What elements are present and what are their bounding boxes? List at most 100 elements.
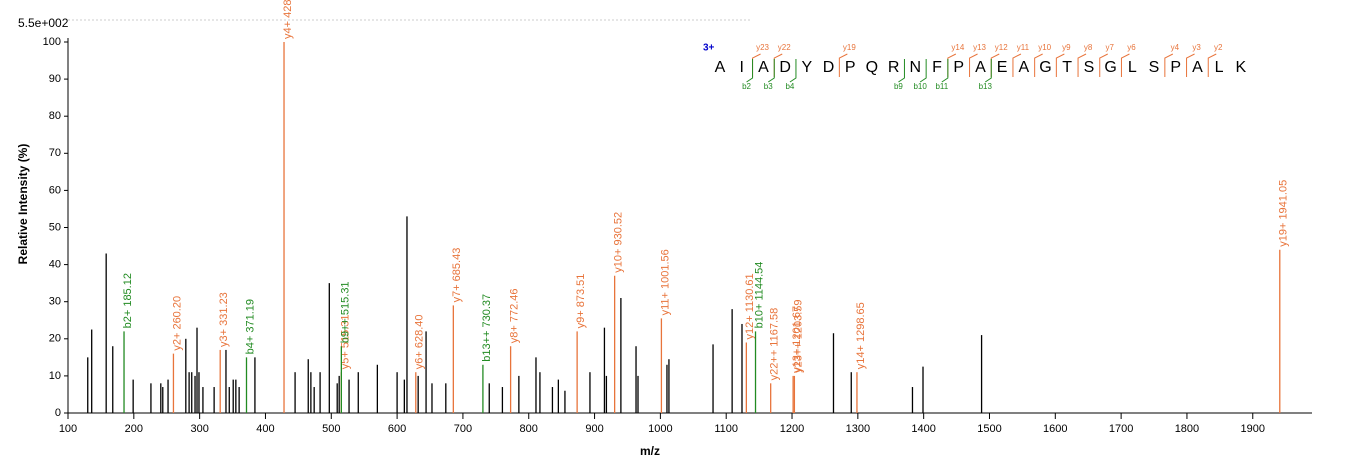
residue: P — [1170, 59, 1181, 76]
residue: K — [1235, 59, 1246, 76]
residue: D — [823, 59, 835, 76]
peak-label: y10+ 930.52 — [613, 212, 625, 273]
y-ion-label: y6 — [1127, 43, 1136, 52]
peak-label: y14+ 1298.65 — [855, 302, 867, 369]
peak-label: b4+ 371.19 — [244, 299, 256, 354]
y-ion-bracket — [969, 53, 978, 77]
peak-label: y6+ 628.40 — [414, 314, 426, 369]
peak-label: y23++ 1203.59 — [792, 299, 804, 372]
residue: A — [715, 59, 726, 76]
b-ion-label: b11 — [935, 82, 948, 91]
y-ion-label: y11 — [1017, 43, 1030, 52]
peak-label: b13++ 730.37 — [481, 294, 493, 362]
charge-state: 3+ — [703, 43, 715, 54]
b-ion-bracket — [941, 59, 949, 83]
x-tick-label: 700 — [454, 423, 472, 435]
residue: G — [1104, 59, 1116, 76]
scale-label: 5.5e+002 — [18, 16, 69, 30]
peak-label: y22++ 1167.58 — [769, 308, 781, 381]
residue: A — [758, 59, 769, 76]
y-ion-bracket — [1120, 53, 1130, 77]
b-ion-label: b4 — [785, 82, 794, 91]
residue: D — [779, 59, 791, 76]
y-ion-label: y14 — [951, 43, 964, 52]
residue: A — [1192, 59, 1203, 76]
y-ion-label: y8 — [1084, 43, 1093, 52]
y-ion-bracket — [1077, 53, 1087, 77]
y-ion-label: y22 — [778, 43, 791, 52]
peak-label: y19+ 1941.05 — [1278, 180, 1290, 247]
y-ion-label: y3 — [1192, 43, 1201, 52]
b-ion-label: b10 — [913, 82, 927, 91]
residue: A — [1018, 59, 1029, 76]
peak-label: y7+ 685.43 — [451, 248, 463, 303]
x-tick-label: 300 — [190, 423, 208, 435]
y-tick-label: 50 — [49, 221, 61, 233]
residue: Y — [801, 59, 812, 76]
y-ion-label: y10 — [1038, 43, 1051, 52]
x-tick-label: 100 — [59, 423, 77, 435]
y-axis-title: Relative Intensity (%) — [16, 144, 30, 265]
peak-label: y9+ 873.51 — [575, 274, 587, 329]
peak-label: y12+ 1130.61 — [744, 273, 756, 339]
peak-label: y11+ 1001.56 — [659, 249, 671, 315]
y-tick-label: 60 — [49, 184, 61, 196]
y-tick-label: 0 — [55, 407, 61, 419]
peak-label: y5+ 515.31 — [339, 314, 351, 369]
y-ion-bracket — [1034, 53, 1043, 77]
residue: P — [845, 59, 856, 76]
residue: S — [1084, 59, 1095, 76]
peak-label: b9++ 515.31 — [339, 281, 351, 343]
residue: T — [1062, 59, 1072, 76]
b-ion-bracket — [789, 59, 797, 83]
residue: N — [910, 59, 922, 76]
y-tick-label: 80 — [49, 110, 61, 122]
y-ion-label: y12 — [995, 43, 1008, 52]
residue: Q — [866, 59, 878, 76]
x-tick-label: 1700 — [1109, 423, 1133, 435]
peak-label: b10+ 1144.54 — [753, 262, 765, 329]
residue: R — [888, 59, 900, 76]
x-tick-label: 1900 — [1241, 423, 1265, 435]
y-ion-bracket — [1186, 53, 1195, 77]
y-tick-label: 30 — [49, 296, 61, 308]
y-tick-label: 100 — [43, 36, 61, 48]
peak-label: y8+ 772.46 — [509, 288, 521, 343]
y-ion-label: y23 — [756, 43, 769, 52]
x-axis-title: m/z — [640, 444, 660, 458]
x-tick-label: 1500 — [977, 423, 1001, 435]
peak-label: b2+ 185.12 — [122, 273, 134, 328]
x-tick-label: 900 — [585, 423, 603, 435]
b-ion-label: b9 — [894, 82, 903, 91]
x-tick-label: 1200 — [780, 423, 804, 435]
residue: E — [997, 59, 1008, 76]
x-tick-label: 400 — [256, 423, 274, 435]
peak-label: y13+ 1201.67 — [791, 306, 803, 373]
residue: I — [739, 59, 743, 76]
x-tick-label: 600 — [388, 423, 406, 435]
y-tick-label: 20 — [49, 333, 61, 345]
y-tick-label: 10 — [49, 370, 61, 382]
x-tick-label: 500 — [322, 423, 340, 435]
y-tick-label: 70 — [49, 147, 61, 159]
residue: L — [1215, 59, 1224, 76]
y-tick-label: 90 — [49, 73, 61, 85]
x-tick-label: 1300 — [846, 423, 870, 435]
residue: F — [932, 59, 942, 76]
y-ion-bracket — [1099, 53, 1108, 77]
y-ion-bracket — [1055, 53, 1065, 77]
b-ion-label: b3 — [764, 82, 773, 91]
y-ion-label: y13 — [973, 43, 986, 52]
y-ion-label: y9 — [1062, 43, 1071, 52]
x-tick-label: 800 — [520, 423, 538, 435]
b-ion-bracket — [919, 59, 927, 83]
y-ion-bracket — [1012, 53, 1022, 77]
residue: L — [1128, 59, 1137, 76]
x-tick-label: 1400 — [911, 423, 935, 435]
b-ion-label: b13 — [979, 82, 993, 91]
x-tick-label: 1000 — [648, 423, 672, 435]
y-ion-bracket — [1164, 53, 1174, 77]
y-tick-label: 40 — [49, 259, 61, 271]
